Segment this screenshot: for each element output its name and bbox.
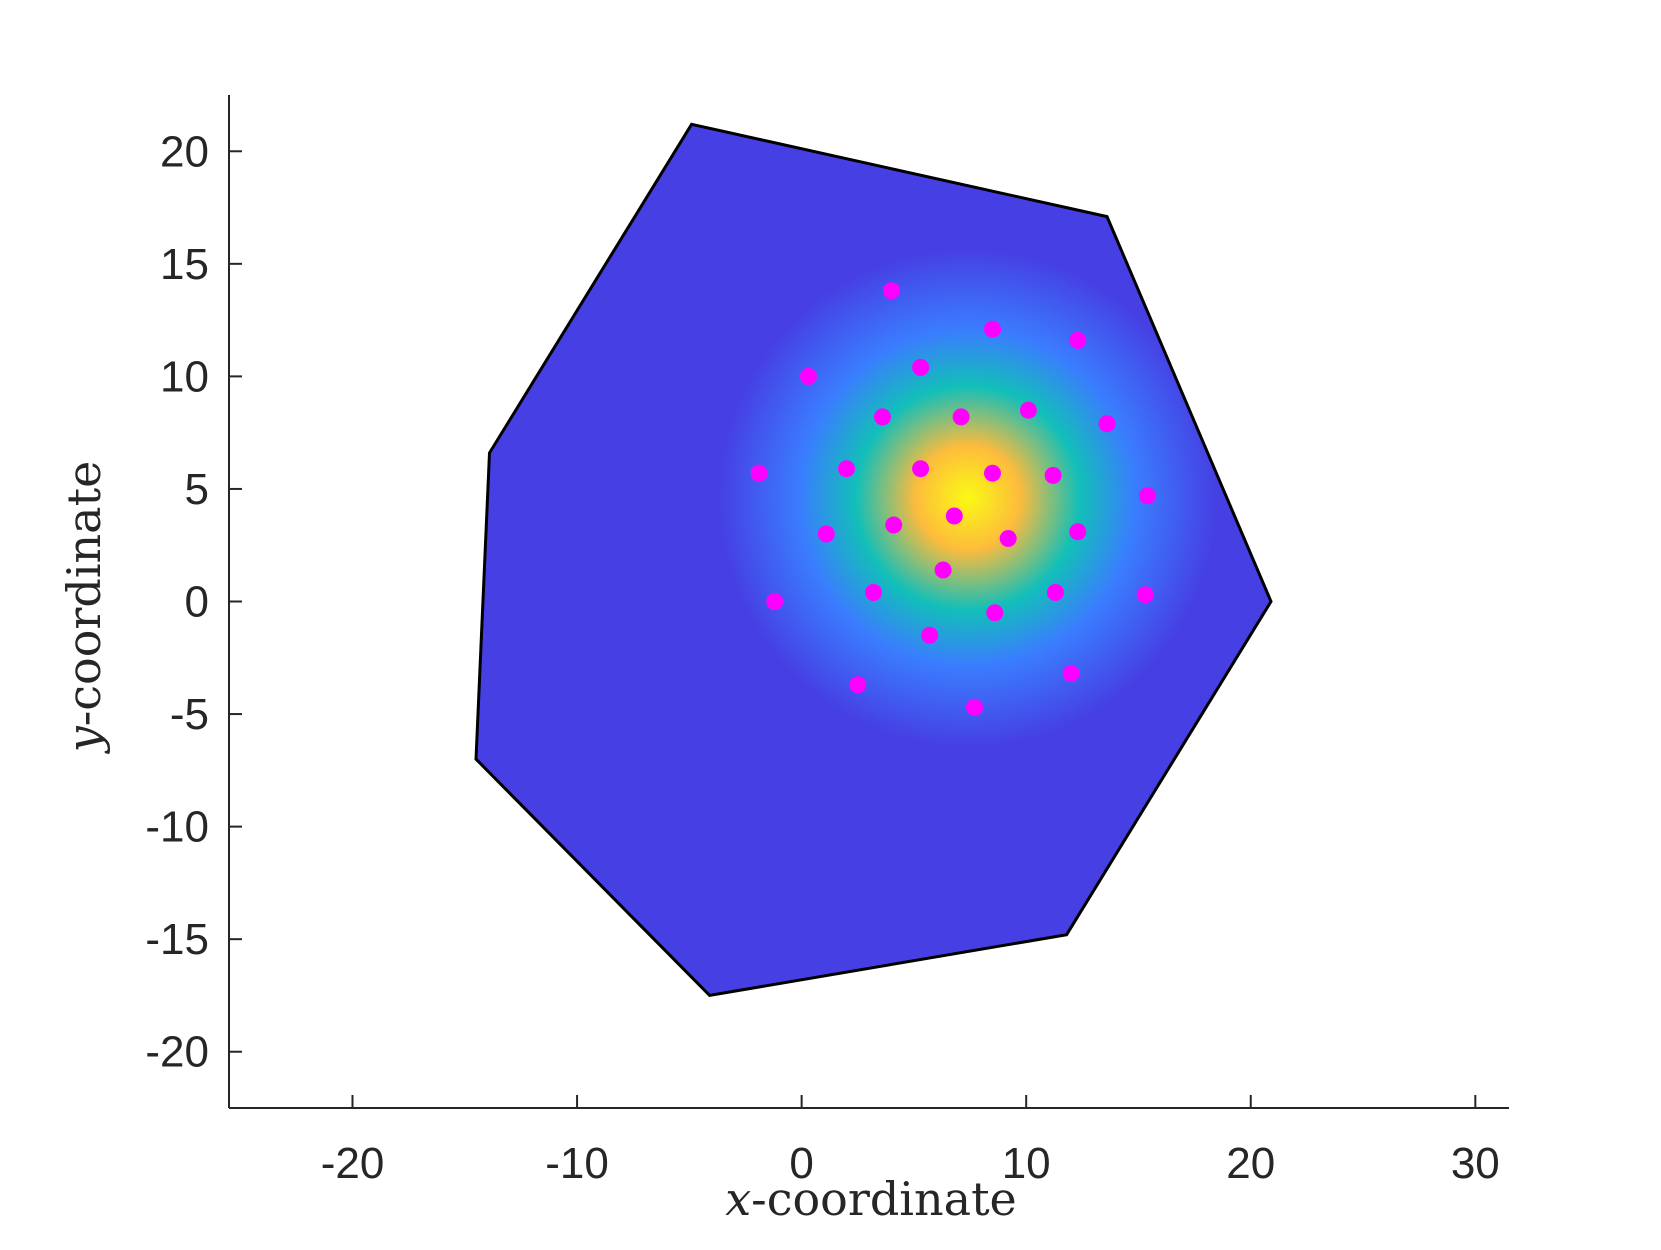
data-point xyxy=(1044,466,1062,484)
data-point xyxy=(984,464,1001,482)
x-axis-label: x-coordinate xyxy=(725,1172,1017,1226)
x-axis-label-text: -coordinate xyxy=(751,1172,1017,1226)
data-point xyxy=(883,282,900,300)
data-point xyxy=(984,320,1001,338)
data-point xyxy=(799,367,817,385)
data-point xyxy=(1062,665,1080,682)
plot-area xyxy=(474,122,1273,998)
data-point xyxy=(1069,523,1087,541)
data-point xyxy=(945,507,963,525)
data-point xyxy=(849,676,867,694)
y-tick-label: 10 xyxy=(160,352,209,401)
data-point xyxy=(999,530,1017,547)
data-point xyxy=(1069,331,1087,349)
data-point xyxy=(1136,586,1154,604)
x-tick-label: 20 xyxy=(1226,1139,1275,1188)
y-tick-label: -15 xyxy=(145,915,209,964)
data-point xyxy=(934,561,952,579)
data-point xyxy=(912,358,930,376)
x-tick-label: -20 xyxy=(321,1139,385,1188)
data-point xyxy=(865,584,882,601)
data-point xyxy=(1046,584,1064,601)
x-tick-label: 0 xyxy=(789,1139,813,1188)
y-tick-label: 20 xyxy=(160,127,209,176)
data-point xyxy=(1139,487,1156,505)
domain-polygon xyxy=(474,122,1273,998)
y-tick-label: 15 xyxy=(160,240,209,289)
y-tick-label: -20 xyxy=(145,1028,209,1077)
y-tick-label: 5 xyxy=(185,465,209,514)
y-tick-label: -10 xyxy=(145,803,209,852)
x-tick-label: 30 xyxy=(1451,1139,1500,1188)
y-tick-label: 0 xyxy=(185,578,209,627)
data-point xyxy=(986,604,1004,622)
data-point xyxy=(1098,415,1116,433)
data-point xyxy=(966,698,983,716)
y-axis-label: y-coordinate xyxy=(57,461,111,755)
data-point xyxy=(817,525,835,543)
x-tick-label: -10 xyxy=(545,1139,609,1188)
axes: -20 -10 0 10 20 30 20 15 10 5 0 -5 -10 -15 -20 xyxy=(145,95,1509,1188)
data-point xyxy=(838,460,855,478)
data-point xyxy=(1019,401,1037,419)
data-point xyxy=(952,408,970,426)
x-tick-label: 10 xyxy=(1002,1139,1051,1188)
data-point xyxy=(750,464,768,482)
data-point xyxy=(912,460,930,478)
y-tick-label: -5 xyxy=(170,690,209,739)
data-point xyxy=(874,408,891,426)
x-axis-label-variable: x xyxy=(725,1172,751,1226)
data-point xyxy=(921,626,939,644)
data-point xyxy=(766,593,784,610)
y-axis-label-text: -coordinate xyxy=(57,461,111,727)
y-axis-label-variable: y xyxy=(57,725,111,754)
data-point xyxy=(885,516,903,534)
